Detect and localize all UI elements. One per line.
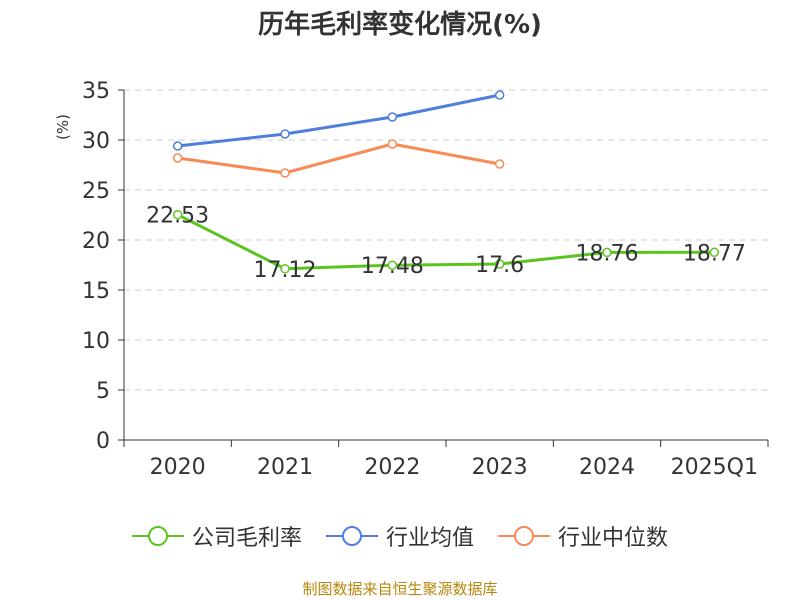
series-line xyxy=(177,93,500,148)
data-point xyxy=(387,139,398,149)
x-tick-label: 2021 xyxy=(257,455,313,480)
y-tick-label: 35 xyxy=(82,79,110,104)
data-label: 18.77 xyxy=(683,241,746,266)
legend-label: 行业中位数 xyxy=(558,526,669,551)
data-point xyxy=(494,259,505,269)
data-point xyxy=(494,159,505,169)
legend-label: 行业均值 xyxy=(385,526,474,551)
data-point xyxy=(709,247,720,258)
axes: 0 5 10 15 20 25 30 35 2020 2021 2022 2023 2024 2025Q1 xyxy=(82,79,769,480)
x-tick-label: 2023 xyxy=(472,455,528,480)
legend-item[interactable]: 公司毛利率 xyxy=(131,520,302,552)
data-point xyxy=(602,247,612,258)
series-line xyxy=(177,142,500,175)
data-point xyxy=(280,129,290,139)
data-label: 17.6 xyxy=(475,253,524,278)
data-point xyxy=(494,90,505,100)
data-label: 17.48 xyxy=(361,254,424,279)
legend-marker-icon xyxy=(498,526,550,546)
data-point xyxy=(172,209,183,220)
data-point xyxy=(280,168,290,178)
source-note: 制图数据来自恒生聚源数据库 xyxy=(302,580,498,598)
y-tick-label: 10 xyxy=(82,329,110,354)
legend: 公司毛利率 行业均值 行业中位数 xyxy=(0,518,800,554)
data-label: 17.12 xyxy=(254,258,317,283)
data-labels: 22.53 17.12 17.48 17.6 18.76 18.77 xyxy=(146,204,746,283)
legend-item[interactable]: 行业均值 xyxy=(325,520,474,552)
chart-title: 历年毛利率变化情况(%) xyxy=(258,10,542,40)
x-tick-label: 2022 xyxy=(364,455,420,480)
legend-marker-icon xyxy=(131,526,184,546)
data-point xyxy=(387,112,398,122)
y-axis-label: (%) xyxy=(54,114,72,140)
data-label: 18.76 xyxy=(576,241,639,266)
data-point xyxy=(172,141,183,151)
y-tick-label: 15 xyxy=(82,279,110,304)
data-point xyxy=(172,153,183,163)
legend-item[interactable]: 行业中位数 xyxy=(498,520,668,552)
x-tick-label: 2025Q1 xyxy=(671,455,758,480)
y-tick-label: 30 xyxy=(82,129,110,154)
y-tick-label: 0 xyxy=(96,429,110,454)
y-tick-label: 20 xyxy=(82,229,110,254)
series-line xyxy=(176,213,715,271)
gridlines xyxy=(124,89,768,391)
legend-marker-icon xyxy=(325,526,378,546)
x-tick-label: 2020 xyxy=(150,455,206,480)
y-tick-label: 5 xyxy=(96,379,110,404)
data-label: 22.53 xyxy=(146,204,209,229)
x-tick-label: 2024 xyxy=(579,455,635,480)
data-point xyxy=(280,264,290,274)
series-layer xyxy=(172,90,720,274)
data-point xyxy=(387,260,398,270)
legend-label: 公司毛利率 xyxy=(191,526,302,551)
y-tick-label: 25 xyxy=(82,179,110,204)
